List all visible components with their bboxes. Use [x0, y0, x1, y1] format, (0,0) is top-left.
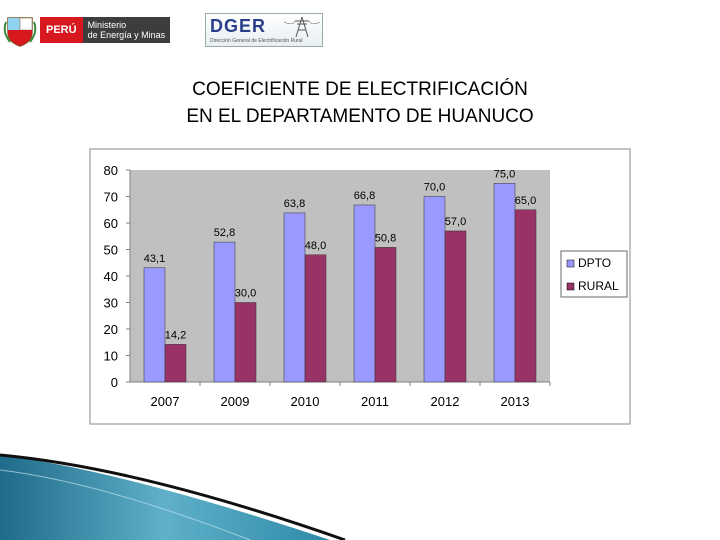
x-tick-label: 2007 [151, 394, 180, 409]
x-tick-label: 2009 [221, 394, 250, 409]
power-tower-icon [284, 16, 320, 38]
x-tick-label: 2012 [431, 394, 460, 409]
bar-rural [374, 247, 397, 383]
y-tick-label: 30 [104, 296, 118, 311]
ministry-line-1: Ministerio [87, 20, 127, 30]
data-label-rural: 65,0 [515, 195, 536, 207]
data-label-dpto: 52,8 [214, 227, 235, 239]
y-tick-label: 60 [104, 216, 118, 231]
data-label-rural: 48,0 [305, 240, 326, 252]
data-label-dpto: 70,0 [424, 182, 445, 194]
ministry-name: Ministerio de Energía y Minas [82, 17, 171, 43]
title-line-2: EN EL DEPARTAMENTO DE HUANUCO [186, 106, 534, 127]
x-tick-label: 2010 [291, 394, 320, 409]
y-tick-label: 50 [104, 243, 118, 258]
data-label-dpto: 43,1 [144, 253, 165, 265]
ministry-logo: PERÚ Ministerio de Energía y Minas [2, 12, 177, 48]
data-label-rural: 30,0 [235, 288, 256, 300]
bar-rural [514, 209, 537, 383]
y-tick-label: 80 [104, 163, 118, 178]
legend-label-rural: RURAL [578, 279, 619, 293]
x-tick-label: 2013 [501, 394, 530, 409]
y-tick-label: 10 [104, 349, 118, 364]
coat-of-arms-icon [3, 17, 37, 47]
data-label-dpto: 66,8 [354, 190, 375, 202]
bar-rural [304, 254, 327, 383]
plot-area [130, 170, 550, 382]
dger-subtitle: Dirección General de Electrificación Rur… [210, 38, 303, 44]
data-label-dpto: 75,0 [494, 168, 515, 180]
y-tick-label: 70 [104, 190, 118, 205]
data-label-rural: 14,2 [165, 329, 186, 341]
x-tick-label: 2011 [361, 394, 389, 409]
ministry-line-2: de Energía y Minas [87, 30, 166, 40]
bar-dpto [143, 267, 166, 383]
data-label-rural: 50,8 [375, 232, 396, 244]
legend-swatch-rural [566, 282, 575, 291]
title-line-1: COEFICIENTE DE ELECTRIFICACIÓN [192, 79, 528, 100]
bar-rural [234, 302, 257, 383]
data-label-dpto: 63,8 [284, 198, 305, 210]
page-title: COEFICIENTE DE ELECTRIFICACIÓN EN EL DEP… [0, 76, 720, 130]
dger-label: DGER [210, 16, 267, 36]
y-tick-label: 20 [104, 322, 118, 337]
y-tick-label: 0 [111, 375, 118, 390]
bar-rural [164, 344, 187, 383]
dger-logo: DGER Dirección General de Electrificació… [205, 13, 323, 47]
y-tick-label: 40 [104, 269, 118, 284]
legend-label-dpto: DPTO [578, 256, 611, 270]
bar-rural [444, 230, 467, 383]
data-label-rural: 57,0 [445, 216, 466, 228]
peru-label: PERÚ [40, 17, 83, 43]
legend-swatch-dpto [566, 259, 575, 268]
